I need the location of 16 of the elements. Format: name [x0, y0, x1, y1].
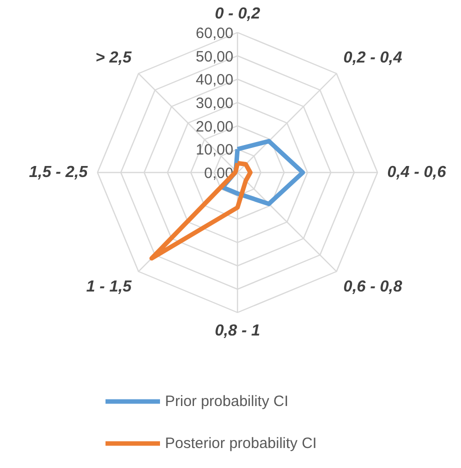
spoke-label: 0,2 - 0,4 — [343, 50, 402, 67]
y-tick-label: 50,00 — [196, 48, 234, 66]
spoke-label: 0,8 - 1 — [214, 322, 260, 340]
y-tick-label: 30,00 — [196, 95, 234, 112]
legend-label: Posterior probability CI — [165, 434, 317, 452]
y-tick-label: 40,00 — [196, 72, 234, 89]
spoke-label: 0,6 - 0,8 — [343, 278, 402, 296]
spoke-label: 1,5 - 2,5 — [28, 164, 89, 181]
y-tick-label: 20,00 — [196, 118, 234, 136]
y-tick-label: 10,00 — [196, 142, 234, 159]
spoke-label: 1 - 1,5 — [86, 278, 133, 296]
spoke-label: 0,4 - 0,6 — [387, 164, 446, 181]
spoke-label: > 2,5 — [96, 50, 133, 67]
legend-label: Prior probability CI — [165, 392, 288, 410]
y-tick-label: 60,00 — [196, 25, 234, 42]
spoke-label: 0 - 0,2 — [214, 6, 260, 23]
